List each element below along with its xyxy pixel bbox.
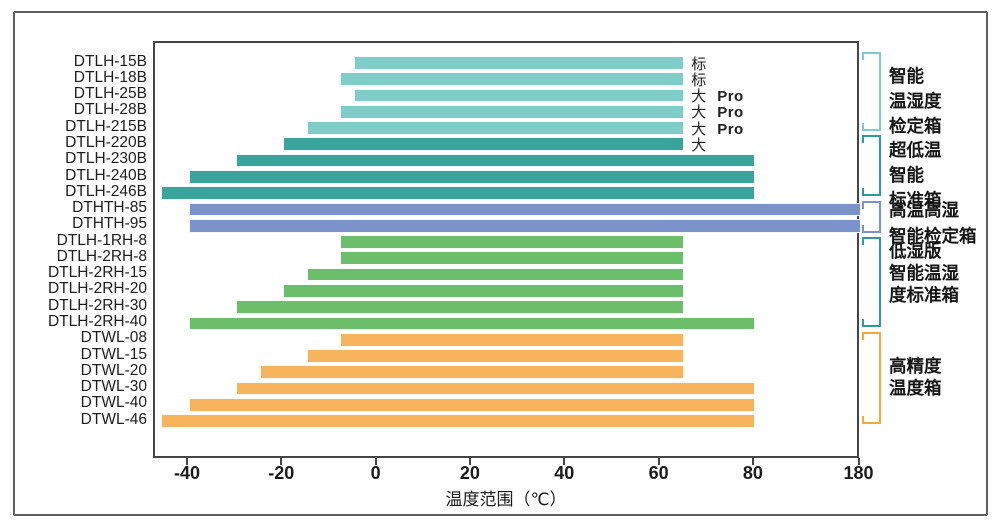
x-tick-label: 80	[742, 463, 763, 483]
y-axis-label: DTLH-1RH-8	[56, 231, 147, 249]
bracket-stub	[862, 319, 864, 325]
y-axis-label: DTLH-2RH-40	[47, 313, 147, 330]
bar-DTWL-20	[259, 365, 685, 380]
bar-DTLH-246B	[160, 186, 755, 200]
bar-annotation: 大 Pro	[691, 104, 744, 122]
x-tick-mark	[186, 458, 188, 465]
x-tick-mark	[563, 458, 566, 465]
y-axis-label: DTLH-240B	[65, 166, 147, 184]
y-axis-label: DTWL-40	[80, 394, 147, 412]
x-axis-title: 温度范围（℃）	[445, 490, 567, 509]
group-label-g2: 超低温 智能 标准箱	[889, 140, 942, 210]
bar-DTLH-2RH-20	[283, 283, 685, 298]
y-axis-label: DTLH-2RH-8	[56, 247, 147, 265]
y-axis-label: DTWL-08	[80, 329, 147, 347]
bar-DTLH-240B	[189, 170, 755, 184]
bar-annotation: 标	[691, 71, 707, 89]
group-label-g1: 智能 温湿度 检定箱	[889, 66, 942, 136]
x-tick-mark	[468, 458, 471, 465]
x-tick-label: 60	[648, 463, 669, 483]
x-tick-mark	[857, 458, 860, 465]
x-tick-label: 180	[843, 463, 874, 483]
bar-DTLH-18B	[339, 72, 685, 87]
bar-DTHTH-95	[189, 218, 861, 233]
group-label-g4: 低湿版 智能温湿 度标准箱	[889, 241, 959, 305]
bar-DTLH-2RH-40	[189, 316, 755, 331]
y-axis-label: DTWL-46	[80, 410, 147, 428]
bar-DTWL-30	[236, 381, 755, 396]
bar-annotation: 大 Pro	[691, 88, 744, 106]
x-tick-mark	[374, 458, 377, 465]
bar-DTWL-15	[306, 349, 685, 363]
y-axis-label: DTLH-25B	[73, 85, 147, 103]
bracket-stub	[862, 334, 864, 340]
bar-DTLH-1RH-8	[339, 235, 685, 249]
plot-area: 标标大 Pro 大 Pro 大 Pro 大	[153, 41, 861, 458]
x-tick-label: 20	[459, 463, 480, 483]
x-tick-label: -40	[173, 463, 200, 483]
bar-DTHTH-85	[189, 202, 861, 217]
bar-DTLH-28B	[339, 104, 685, 119]
bracket-stub	[862, 54, 864, 60]
figure-border	[13, 11, 988, 516]
bar-DTLH-15B	[354, 56, 685, 70]
group-label-g5: 高精度 温度箱	[889, 356, 942, 398]
bar-DTLH-220B	[283, 137, 685, 152]
x-tick-mark	[657, 458, 660, 465]
y-axis-label: DTLH-2RH-30	[47, 296, 147, 314]
bar-annotation: 标	[691, 55, 707, 73]
bar-DTLH-230B	[236, 153, 755, 168]
y-axis-label: DTWL-20	[80, 361, 147, 379]
x-tick-mark	[751, 458, 754, 465]
bar-annotation: 大	[691, 136, 707, 154]
bar-DTLH-2RH-8	[339, 251, 685, 266]
y-axis-label: DTLH-15B	[73, 52, 147, 70]
y-axis-label: DTHTH-95	[72, 215, 147, 233]
y-axis-label: DTLH-220B	[65, 133, 147, 151]
x-tick-label: 40	[554, 463, 575, 483]
bar-DTWL-08	[339, 332, 685, 347]
group-bracket-g3	[862, 201, 881, 233]
y-axis-label: DTLH-2RH-15	[47, 264, 147, 282]
x-tick-mark	[280, 458, 283, 465]
y-axis-label: DTLH-230B	[65, 150, 147, 168]
y-axis-label: DTWL-30	[80, 378, 147, 396]
bracket-stub	[862, 203, 864, 209]
group-bracket-g4	[862, 237, 881, 327]
y-axis-label: DTLH-18B	[73, 68, 147, 86]
y-axis-label: DTHTH-85	[72, 199, 147, 216]
y-axis-label: DTLH-246B	[65, 182, 147, 200]
bar-annotation: 大 Pro	[691, 120, 744, 138]
bracket-stub	[862, 123, 864, 129]
y-axis-label: DTLH-2RH-20	[47, 280, 147, 298]
bracket-stub	[862, 188, 864, 194]
bracket-stub	[862, 137, 864, 143]
bracket-stub	[862, 239, 864, 245]
group-label-g3: 高温高湿 智能检定箱	[889, 200, 977, 246]
y-axis-label: DTWL-15	[80, 345, 147, 363]
bar-DTWL-46	[160, 414, 755, 428]
bar-DTLH-2RH-15	[306, 267, 685, 282]
bar-DTWL-40	[189, 397, 755, 412]
bar-DTLH-25B	[354, 88, 685, 103]
y-axis-label: DTLH-28B	[73, 101, 147, 119]
x-tick-label: -20	[268, 463, 295, 483]
group-bracket-g5	[862, 332, 881, 424]
group-bracket-g1	[862, 52, 881, 131]
bracket-stub	[862, 225, 864, 231]
bracket-stub	[862, 416, 864, 422]
x-tick-label: 0	[370, 463, 381, 483]
bar-DTLH-215B	[306, 121, 685, 135]
bar-DTLH-2RH-30	[236, 300, 685, 314]
y-axis-label: DTLH-215B	[65, 117, 147, 135]
group-bracket-g2	[862, 135, 881, 196]
